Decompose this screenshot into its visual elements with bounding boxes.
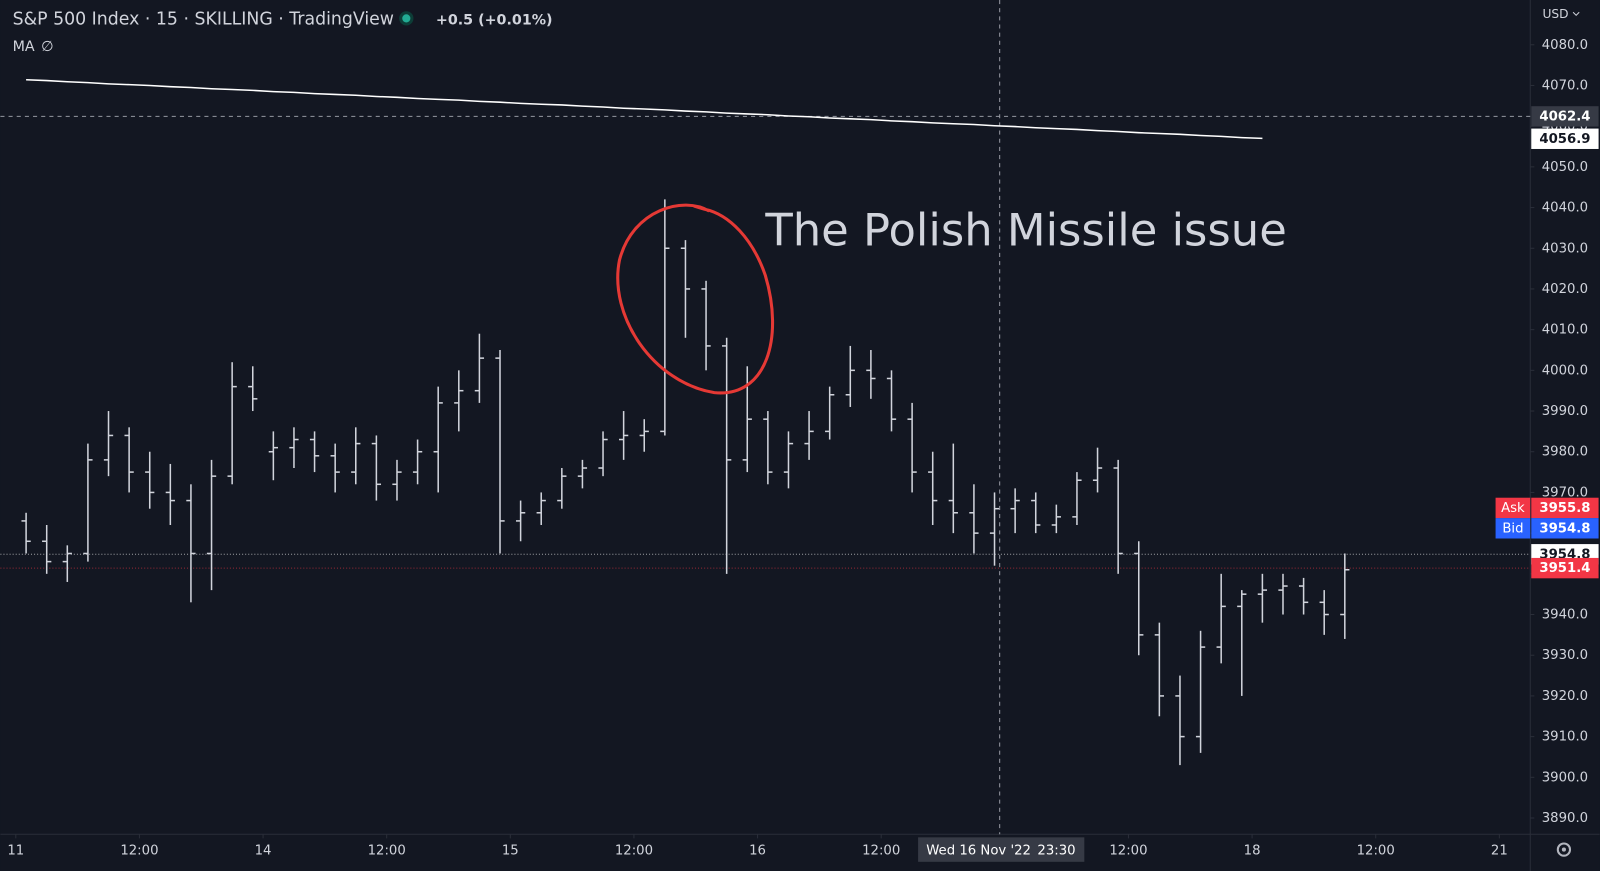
price-tag-box [1495, 518, 1531, 539]
status-dot [402, 14, 411, 23]
x-tick-label: 11 [7, 844, 24, 859]
y-tick-label: 4000.0 [1542, 363, 1588, 378]
crosshair-time: 23:30 [1037, 844, 1075, 859]
y-tick-label: 3890.0 [1542, 811, 1588, 826]
y-tick-label: 4070.0 [1542, 78, 1588, 93]
y-tick-label: 3980.0 [1542, 445, 1588, 460]
settings-icon[interactable] [1556, 842, 1572, 857]
x-tick-label: 12:00 [615, 844, 653, 859]
y-tick-label: 4040.0 [1542, 201, 1588, 216]
plot-area [0, 0, 1531, 835]
x-tick-label: 16 [749, 844, 766, 859]
price-line-label-box [1531, 128, 1599, 149]
ma-line [26, 78, 1263, 140]
legend-value: ∅ [41, 39, 53, 55]
crosshair-price-label-box [1531, 106, 1599, 127]
y-tick-label: 4020.0 [1542, 282, 1588, 297]
x-tick-label: 18 [1244, 844, 1261, 859]
price-tag-value: 3955.8 [1539, 501, 1590, 516]
price-tag-value-box [1531, 518, 1599, 539]
price-tag-value: 3954.8 [1539, 521, 1590, 536]
crosshair-price-label: 4062.4 [1539, 109, 1590, 124]
price-line-label: 4056.9 [1539, 132, 1590, 147]
y-tick-label: 3900.0 [1542, 770, 1588, 785]
crosshair-time-box [918, 837, 1085, 862]
annotation-circle [616, 203, 775, 395]
x-tick-label: 15 [502, 844, 519, 859]
x-tick-label: 21 [1491, 844, 1508, 859]
y-tick-label: 4080.0 [1542, 38, 1588, 53]
price-tag-name: Ask [1501, 501, 1525, 516]
price-line-label-box [1531, 557, 1599, 579]
y-tick-label: 3930.0 [1542, 648, 1588, 663]
x-tick-label: 12:00 [862, 844, 900, 859]
currency-chevron[interactable] [1572, 11, 1580, 17]
legend-name[interactable]: MA [13, 39, 35, 55]
x-tick-label: 12:00 [120, 844, 158, 859]
price-line-label: 3951.4 [1539, 561, 1590, 576]
crosshair-date: Wed 16 Nov '22 [926, 844, 1031, 859]
y-tick-label: 4010.0 [1542, 323, 1588, 338]
x-tick-label: 14 [255, 844, 272, 859]
x-tick-label: 12:00 [1357, 844, 1395, 859]
price-change: +0.5 (+0.01%) [436, 12, 553, 28]
price-tag-name: Bid [1502, 521, 1523, 536]
x-tick-label: 12:00 [368, 844, 406, 859]
y-tick-label: 3940.0 [1542, 608, 1588, 623]
price-tag-value-box [1531, 497, 1599, 519]
y-tick-label: 4050.0 [1542, 160, 1588, 175]
price-tag-box [1495, 497, 1531, 519]
currency[interactable]: USD [1542, 7, 1568, 21]
chart-title[interactable]: S&P 500 Index · 15 · SKILLING · TradingV… [13, 9, 394, 29]
y-tick-label: 4030.0 [1542, 241, 1588, 256]
y-tick-label: 3910.0 [1542, 730, 1588, 745]
y-tick-label: 3990.0 [1542, 404, 1588, 419]
annotation: The Polish Missile issue [764, 204, 1287, 257]
x-tick-label: 12:00 [1109, 844, 1147, 859]
y-tick-label: 3920.0 [1542, 689, 1588, 704]
y-tick-label: 3970.0 [1542, 485, 1588, 500]
